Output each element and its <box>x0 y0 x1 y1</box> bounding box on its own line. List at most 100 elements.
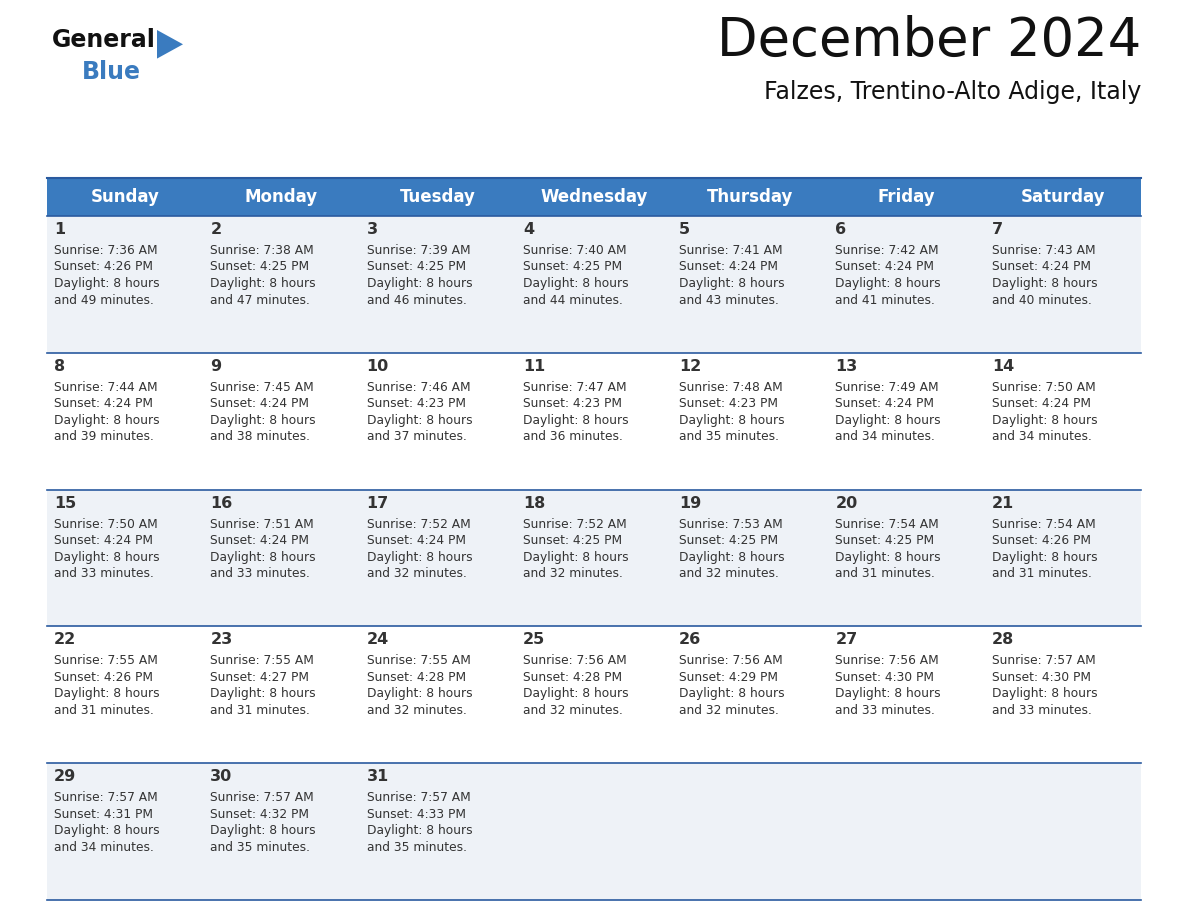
Text: and 33 minutes.: and 33 minutes. <box>992 704 1092 717</box>
Text: and 46 minutes.: and 46 minutes. <box>367 294 467 307</box>
Text: Sunset: 4:25 PM: Sunset: 4:25 PM <box>523 534 623 547</box>
Text: Daylight: 8 hours: Daylight: 8 hours <box>53 551 159 564</box>
Text: Sunrise: 7:53 AM: Sunrise: 7:53 AM <box>680 518 783 531</box>
Text: 10: 10 <box>367 359 388 374</box>
Text: and 32 minutes.: and 32 minutes. <box>367 567 467 580</box>
Text: and 35 minutes.: and 35 minutes. <box>210 841 310 854</box>
Text: and 32 minutes.: and 32 minutes. <box>680 704 779 717</box>
Text: Sunset: 4:24 PM: Sunset: 4:24 PM <box>992 397 1091 410</box>
Text: Daylight: 8 hours: Daylight: 8 hours <box>367 414 472 427</box>
Text: Daylight: 8 hours: Daylight: 8 hours <box>367 277 472 290</box>
Bar <box>48 489 1140 626</box>
Bar <box>48 178 203 216</box>
Text: Daylight: 8 hours: Daylight: 8 hours <box>367 688 472 700</box>
Text: Sunset: 4:24 PM: Sunset: 4:24 PM <box>53 397 153 410</box>
Text: Sunset: 4:31 PM: Sunset: 4:31 PM <box>53 808 153 821</box>
Text: Sunrise: 7:47 AM: Sunrise: 7:47 AM <box>523 381 626 394</box>
Text: 20: 20 <box>835 496 858 510</box>
Text: Daylight: 8 hours: Daylight: 8 hours <box>835 277 941 290</box>
Text: Sunset: 4:30 PM: Sunset: 4:30 PM <box>835 671 935 684</box>
Text: 25: 25 <box>523 633 545 647</box>
Text: Sunset: 4:24 PM: Sunset: 4:24 PM <box>680 261 778 274</box>
Text: Sunrise: 7:49 AM: Sunrise: 7:49 AM <box>835 381 939 394</box>
Text: Sunrise: 7:41 AM: Sunrise: 7:41 AM <box>680 244 783 257</box>
Text: Daylight: 8 hours: Daylight: 8 hours <box>53 824 159 837</box>
Text: and 31 minutes.: and 31 minutes. <box>835 567 935 580</box>
Text: 5: 5 <box>680 222 690 237</box>
Text: and 44 minutes.: and 44 minutes. <box>523 294 623 307</box>
Text: 7: 7 <box>992 222 1003 237</box>
Text: 16: 16 <box>210 496 233 510</box>
Text: Sunrise: 7:54 AM: Sunrise: 7:54 AM <box>835 518 940 531</box>
Text: 21: 21 <box>992 496 1015 510</box>
Text: Sunrise: 7:52 AM: Sunrise: 7:52 AM <box>523 518 626 531</box>
Text: and 33 minutes.: and 33 minutes. <box>53 567 154 580</box>
Text: Sunset: 4:24 PM: Sunset: 4:24 PM <box>210 534 309 547</box>
Text: Daylight: 8 hours: Daylight: 8 hours <box>992 688 1098 700</box>
Text: and 31 minutes.: and 31 minutes. <box>53 704 154 717</box>
Text: 1: 1 <box>53 222 65 237</box>
Text: Daylight: 8 hours: Daylight: 8 hours <box>523 414 628 427</box>
Text: Sunrise: 7:56 AM: Sunrise: 7:56 AM <box>680 655 783 667</box>
Text: Sunrise: 7:55 AM: Sunrise: 7:55 AM <box>367 655 470 667</box>
Text: Daylight: 8 hours: Daylight: 8 hours <box>680 277 785 290</box>
Text: 3: 3 <box>367 222 378 237</box>
Text: and 38 minutes.: and 38 minutes. <box>210 431 310 443</box>
Text: Sunset: 4:23 PM: Sunset: 4:23 PM <box>367 397 466 410</box>
Text: Sunday: Sunday <box>90 188 159 206</box>
Text: 30: 30 <box>210 769 233 784</box>
Text: Daylight: 8 hours: Daylight: 8 hours <box>523 277 628 290</box>
Text: Sunrise: 7:40 AM: Sunrise: 7:40 AM <box>523 244 626 257</box>
Text: 6: 6 <box>835 222 847 237</box>
Text: Blue: Blue <box>82 60 141 84</box>
Text: Daylight: 8 hours: Daylight: 8 hours <box>210 277 316 290</box>
Text: Sunrise: 7:57 AM: Sunrise: 7:57 AM <box>210 791 314 804</box>
Text: Sunset: 4:24 PM: Sunset: 4:24 PM <box>53 534 153 547</box>
Text: Daylight: 8 hours: Daylight: 8 hours <box>680 688 785 700</box>
Text: Wednesday: Wednesday <box>541 188 647 206</box>
Text: Daylight: 8 hours: Daylight: 8 hours <box>835 551 941 564</box>
Bar <box>516 178 672 216</box>
Text: and 33 minutes.: and 33 minutes. <box>835 704 935 717</box>
Text: Sunrise: 7:48 AM: Sunrise: 7:48 AM <box>680 381 783 394</box>
Text: Sunrise: 7:50 AM: Sunrise: 7:50 AM <box>992 381 1095 394</box>
Text: Daylight: 8 hours: Daylight: 8 hours <box>210 414 316 427</box>
Bar <box>48 626 1140 763</box>
Text: Daylight: 8 hours: Daylight: 8 hours <box>992 414 1098 427</box>
Text: Sunrise: 7:50 AM: Sunrise: 7:50 AM <box>53 518 158 531</box>
Text: Sunset: 4:32 PM: Sunset: 4:32 PM <box>210 808 309 821</box>
Text: Sunset: 4:28 PM: Sunset: 4:28 PM <box>523 671 623 684</box>
Text: and 36 minutes.: and 36 minutes. <box>523 431 623 443</box>
Text: Daylight: 8 hours: Daylight: 8 hours <box>992 277 1098 290</box>
Text: 15: 15 <box>53 496 76 510</box>
Text: Sunrise: 7:52 AM: Sunrise: 7:52 AM <box>367 518 470 531</box>
Text: Sunrise: 7:51 AM: Sunrise: 7:51 AM <box>210 518 314 531</box>
Text: Sunrise: 7:56 AM: Sunrise: 7:56 AM <box>523 655 626 667</box>
Text: Sunset: 4:25 PM: Sunset: 4:25 PM <box>835 534 935 547</box>
Text: December 2024: December 2024 <box>716 15 1140 67</box>
Text: Sunrise: 7:57 AM: Sunrise: 7:57 AM <box>367 791 470 804</box>
Text: Sunset: 4:27 PM: Sunset: 4:27 PM <box>210 671 309 684</box>
Text: Sunset: 4:26 PM: Sunset: 4:26 PM <box>53 671 153 684</box>
Text: Sunrise: 7:56 AM: Sunrise: 7:56 AM <box>835 655 940 667</box>
Text: and 34 minutes.: and 34 minutes. <box>992 431 1092 443</box>
Text: Friday: Friday <box>878 188 935 206</box>
Text: Thursday: Thursday <box>707 188 794 206</box>
Text: Sunset: 4:25 PM: Sunset: 4:25 PM <box>210 261 309 274</box>
Text: Sunset: 4:29 PM: Sunset: 4:29 PM <box>680 671 778 684</box>
Bar <box>203 178 360 216</box>
Text: Daylight: 8 hours: Daylight: 8 hours <box>367 824 472 837</box>
Text: Daylight: 8 hours: Daylight: 8 hours <box>835 688 941 700</box>
Text: 18: 18 <box>523 496 545 510</box>
Text: 17: 17 <box>367 496 388 510</box>
Text: and 31 minutes.: and 31 minutes. <box>992 567 1092 580</box>
Text: Saturday: Saturday <box>1020 188 1105 206</box>
Text: and 32 minutes.: and 32 minutes. <box>680 567 779 580</box>
Text: and 41 minutes.: and 41 minutes. <box>835 294 935 307</box>
Text: Sunset: 4:25 PM: Sunset: 4:25 PM <box>680 534 778 547</box>
Text: 29: 29 <box>53 769 76 784</box>
Text: Daylight: 8 hours: Daylight: 8 hours <box>53 414 159 427</box>
Text: Sunrise: 7:36 AM: Sunrise: 7:36 AM <box>53 244 158 257</box>
Text: 26: 26 <box>680 633 701 647</box>
Text: Sunset: 4:23 PM: Sunset: 4:23 PM <box>680 397 778 410</box>
